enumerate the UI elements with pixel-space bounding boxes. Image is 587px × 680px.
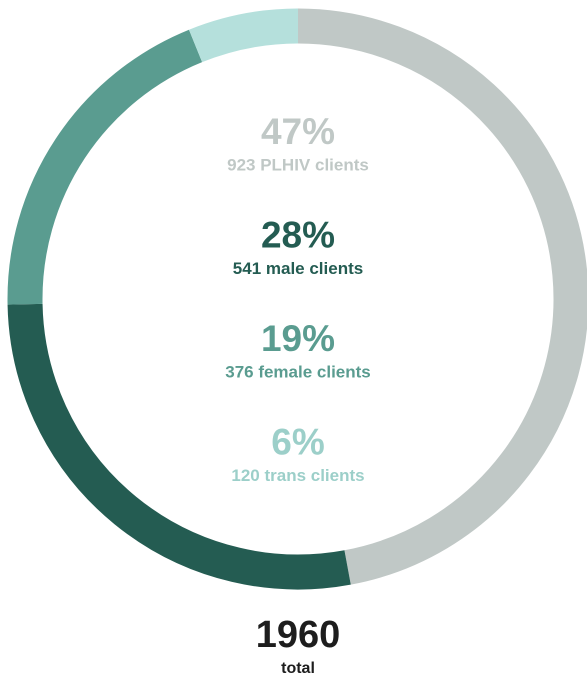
donut-segment: [188, 8, 299, 63]
donut-segment: [297, 8, 587, 585]
percentage-label: 6%: [271, 421, 324, 462]
segment-label: 376 female clients: [225, 362, 371, 381]
segment-label: 120 trans clients: [231, 466, 364, 485]
percentage-label: 47%: [261, 111, 335, 152]
donut-segment: [7, 303, 351, 590]
segment-label: 923 PLHIV clients: [227, 155, 369, 174]
segment-label: 541 male clients: [233, 259, 363, 278]
total-label: total: [281, 660, 315, 677]
total-value: 1960: [256, 614, 341, 656]
percentage-label: 28%: [261, 214, 335, 255]
donut-segment: [7, 29, 203, 305]
percentage-label: 19%: [261, 318, 335, 359]
